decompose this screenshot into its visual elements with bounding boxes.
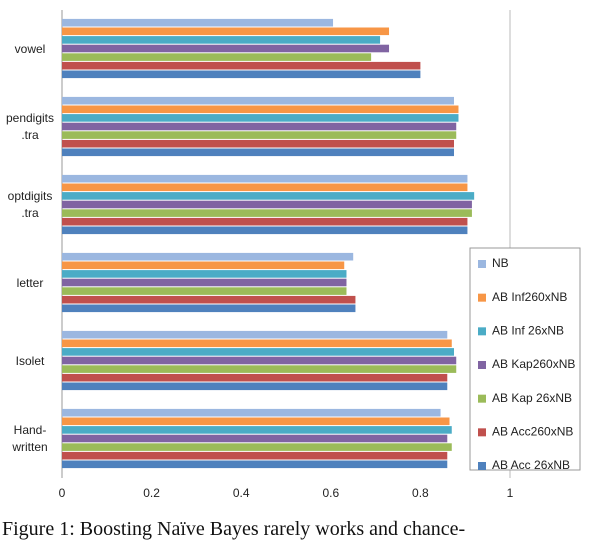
x-tick-label: 0.6 [322, 486, 339, 500]
bar [62, 339, 452, 348]
y-tick-label: Isolet [15, 353, 45, 368]
legend-label: AB Kap260xNB [492, 357, 575, 371]
bar [62, 426, 452, 434]
y-tick-label: pendigits .tra [5, 111, 55, 142]
bar [62, 443, 452, 451]
bar [62, 417, 450, 426]
bar [62, 44, 390, 53]
bar [62, 209, 472, 217]
legend-label: AB Acc260xNB [492, 425, 573, 439]
bar [62, 278, 347, 287]
x-tick-label: 0.4 [233, 486, 250, 500]
bar [62, 287, 347, 295]
bar [62, 226, 468, 235]
legend-swatch [478, 394, 486, 403]
bar [62, 200, 472, 209]
bar [62, 356, 457, 365]
y-tick-label: Hand- written [12, 423, 48, 454]
x-tick-label: 1 [507, 486, 514, 500]
bar [62, 36, 381, 44]
bar [62, 61, 421, 70]
x-tick-label: 0.2 [143, 486, 160, 500]
bar [62, 295, 356, 304]
legend-label: NB [492, 256, 509, 270]
legend-box [469, 247, 581, 471]
bar [62, 105, 459, 114]
bar [62, 70, 421, 79]
bar [62, 148, 454, 157]
bar [62, 408, 441, 417]
bar [62, 131, 457, 139]
legend-swatch [478, 462, 486, 470]
legend-swatch [478, 428, 486, 437]
bar [62, 192, 475, 200]
y-tick-label: letter [16, 275, 44, 290]
y-tick-label: optdigits .tra [7, 189, 53, 220]
x-tick-label: 0.8 [412, 486, 429, 500]
bar [62, 365, 457, 373]
plot: 0 0.2 0.4 0.6 0.8 1 NB AB Inf260xNB AB Inf 26xNB… [59, 10, 581, 500]
y-tick-label: vowel [14, 41, 46, 56]
bar [62, 183, 468, 192]
legend-swatch [478, 327, 486, 336]
bar [62, 330, 448, 339]
legend-swatch [478, 260, 486, 268]
legend-label: AB Inf 26xNB [492, 324, 564, 338]
legend-swatch [478, 361, 486, 369]
bar [62, 460, 448, 469]
caption: Figure 1: Boosting Naïve Bayes rarely wo… [2, 518, 466, 540]
x-tick-label: 0 [59, 486, 66, 500]
bar [62, 139, 454, 148]
bar [62, 217, 468, 226]
bar [62, 53, 372, 61]
bar [62, 122, 457, 131]
legend-label: AB Kap 26xNB [492, 391, 572, 405]
bar [62, 174, 468, 183]
bar [62, 18, 334, 27]
legend-label: AB Inf260xNB [492, 290, 567, 304]
bar [62, 348, 454, 356]
bar [62, 304, 356, 313]
bar [62, 252, 354, 261]
legend-swatch [478, 293, 486, 302]
legend-label: AB Acc 26xNB [492, 458, 570, 472]
bar [62, 96, 454, 105]
bar [62, 261, 345, 270]
bar [62, 373, 448, 382]
bar [62, 114, 459, 122]
bar [62, 434, 448, 443]
bar [62, 382, 448, 391]
bar [62, 27, 390, 36]
bar [62, 451, 448, 460]
bar [62, 270, 347, 278]
